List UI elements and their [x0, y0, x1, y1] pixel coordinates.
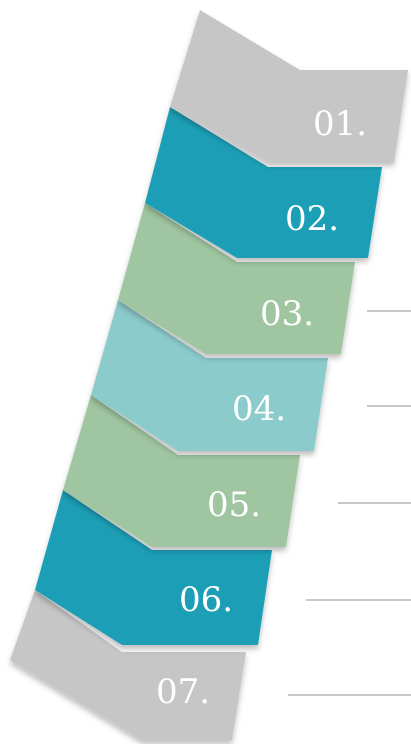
step-shape [118, 203, 355, 354]
step-04: 04. [91, 300, 328, 451]
step-label: 01. [313, 104, 367, 144]
step-label: 04. [232, 389, 286, 429]
step-06: 06. [35, 490, 272, 645]
step-shape [10, 590, 246, 740]
step-label: 05. [207, 485, 261, 525]
step-05: 05. [63, 395, 300, 547]
step-03: 03. [118, 203, 355, 354]
step-01: 01. [170, 10, 408, 162]
step-label: 06. [179, 580, 233, 620]
step-label: 03. [260, 294, 314, 334]
step-shape [63, 395, 300, 547]
step-shape [91, 300, 328, 451]
step-02: 02. [145, 107, 382, 258]
step-label: 02. [285, 199, 339, 239]
step-label: 07. [156, 672, 210, 712]
step-shape [170, 10, 408, 162]
step-shape [35, 490, 272, 645]
step-shape [145, 107, 382, 258]
connector-lines [288, 310, 411, 696]
step-07: 07. [10, 590, 246, 740]
